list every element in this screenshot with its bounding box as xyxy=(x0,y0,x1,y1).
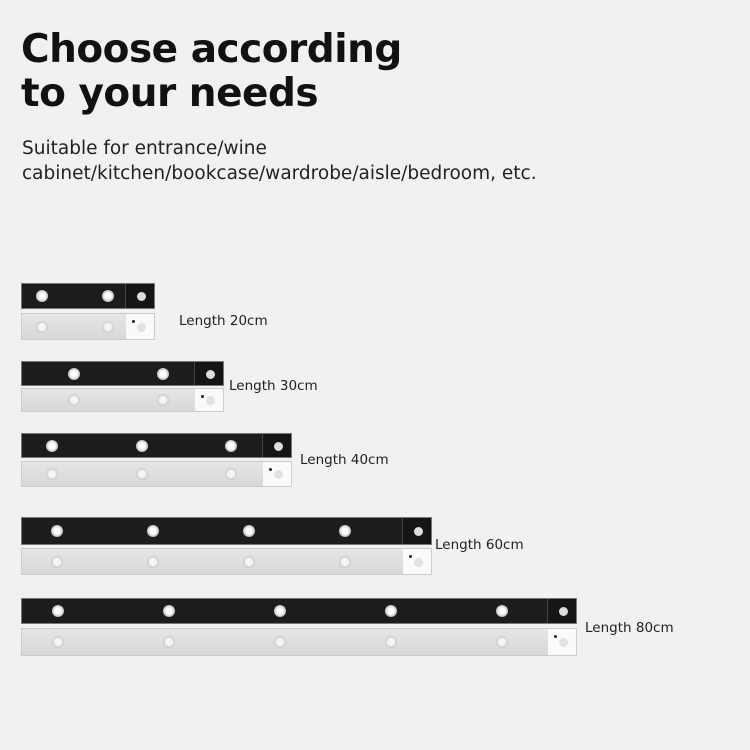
motion-sensor xyxy=(195,389,223,411)
motion-sensor xyxy=(126,314,154,339)
white-light-bar xyxy=(21,628,577,656)
led-bead xyxy=(274,605,286,617)
sensor-lens xyxy=(414,557,423,567)
led-bead xyxy=(52,605,64,617)
motion-sensor xyxy=(194,362,223,385)
led-bead xyxy=(385,636,397,648)
led-bead xyxy=(147,525,159,537)
sensor-lens xyxy=(206,369,215,379)
black-light-bar xyxy=(21,598,577,624)
led-bead xyxy=(157,367,169,380)
motion-sensor xyxy=(262,434,291,457)
black-light-bar xyxy=(21,433,292,458)
motion-sensor xyxy=(403,549,431,574)
indicator-dot xyxy=(269,468,272,471)
page-title: Choose according to your needs xyxy=(21,28,402,116)
led-bead xyxy=(274,636,286,648)
led-bead xyxy=(51,555,63,568)
sensor-lens xyxy=(559,607,568,616)
sensor-lens xyxy=(559,638,568,647)
length-label: Length 40cm xyxy=(300,452,389,468)
led-bead xyxy=(52,636,64,648)
led-bead xyxy=(163,605,175,617)
sensor-lens xyxy=(274,470,283,479)
indicator-dot xyxy=(132,320,135,323)
led-bead xyxy=(243,555,255,568)
length-label: Length 20cm xyxy=(179,313,268,329)
led-bead xyxy=(243,525,255,537)
led-bead xyxy=(102,290,114,302)
title-line-2: to your needs xyxy=(21,71,319,116)
indicator-dot xyxy=(409,555,412,558)
sensor-lens xyxy=(206,396,215,405)
led-bead xyxy=(36,320,48,333)
sensor-lens xyxy=(137,292,146,301)
led-bead xyxy=(385,605,397,617)
led-bead xyxy=(157,394,169,406)
black-light-bar xyxy=(21,517,432,545)
white-light-bar xyxy=(21,461,292,487)
length-label: Length 80cm xyxy=(585,620,674,636)
subtitle-line-1: Suitable for entrance/wine xyxy=(22,138,267,159)
title-line-1: Choose according xyxy=(21,27,402,72)
led-bead xyxy=(496,605,508,617)
sensor-lens xyxy=(137,322,146,332)
motion-sensor xyxy=(263,462,291,486)
white-light-bar xyxy=(21,388,224,412)
led-bead xyxy=(36,290,48,302)
sensor-lens xyxy=(274,441,283,451)
white-light-bar xyxy=(21,313,155,340)
sensor-lens xyxy=(414,527,423,536)
motion-sensor xyxy=(547,599,576,623)
led-bead xyxy=(68,367,80,380)
led-bead xyxy=(68,394,80,406)
led-bead xyxy=(225,468,237,480)
motion-sensor xyxy=(125,284,154,308)
subtitle-line-2: cabinet/kitchen/bookcase/wardrobe/aisle/… xyxy=(22,163,537,184)
subtitle: Suitable for entrance/wine cabinet/kitche… xyxy=(22,136,537,186)
led-bead xyxy=(136,468,148,480)
led-bead xyxy=(339,555,351,568)
indicator-dot xyxy=(554,635,557,638)
led-bead xyxy=(339,525,351,537)
led-bead xyxy=(51,525,63,537)
led-bead xyxy=(147,555,159,568)
black-light-bar xyxy=(21,361,224,386)
length-label: Length 60cm xyxy=(435,537,524,553)
indicator-dot xyxy=(201,395,204,398)
motion-sensor xyxy=(402,518,431,544)
length-label: Length 30cm xyxy=(229,378,318,394)
led-bead xyxy=(46,468,58,480)
motion-sensor xyxy=(548,629,576,655)
led-bead xyxy=(496,636,508,648)
led-bead xyxy=(163,636,175,648)
white-light-bar xyxy=(21,548,432,575)
led-bead xyxy=(46,439,58,452)
led-bead xyxy=(136,439,148,452)
black-light-bar xyxy=(21,283,155,309)
led-bead xyxy=(225,439,237,452)
led-bead xyxy=(102,320,114,333)
